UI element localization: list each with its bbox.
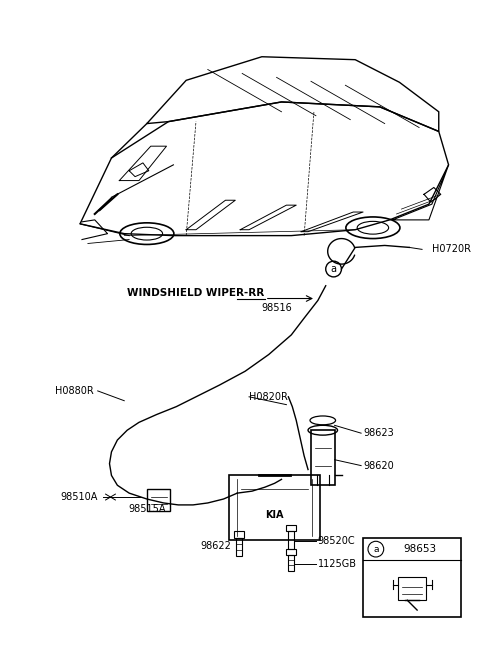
Bar [398,577,426,600]
Text: 98516: 98516 [261,303,292,314]
Text: 98623: 98623 [363,428,394,438]
Text: H0820R: H0820R [249,392,288,401]
Text: 98620: 98620 [363,461,394,470]
Bar [363,539,461,617]
Bar [288,555,294,571]
Text: H0880R: H0880R [56,386,94,396]
Text: 98510A: 98510A [60,492,98,502]
Text: 98622: 98622 [200,541,231,551]
Text: H0720R: H0720R [432,245,471,255]
Bar [287,525,296,531]
Bar [234,531,244,539]
Text: 98515A: 98515A [128,504,166,514]
Text: 98520C: 98520C [318,536,356,546]
Text: WINDSHIELD WIPER-RR: WINDSHIELD WIPER-RR [127,287,264,298]
Text: KIA: KIA [265,510,284,520]
Bar [288,531,294,549]
Text: 1125GB: 1125GB [318,559,357,569]
Text: a: a [331,264,336,274]
Bar [287,549,296,555]
Bar [311,430,335,485]
Bar [236,539,242,556]
Text: a: a [373,544,379,554]
Text: 98653: 98653 [404,544,437,554]
Bar [147,489,170,511]
Bar [229,476,320,541]
